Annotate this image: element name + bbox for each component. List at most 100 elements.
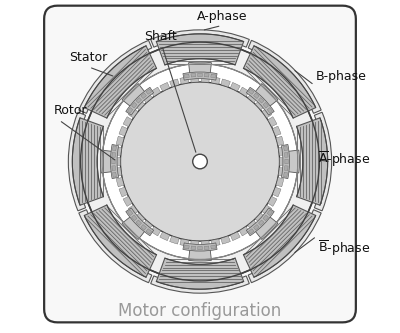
Wedge shape bbox=[284, 146, 288, 151]
Wedge shape bbox=[267, 210, 272, 215]
Wedge shape bbox=[267, 108, 272, 113]
Wedge shape bbox=[211, 77, 220, 84]
Wedge shape bbox=[128, 205, 138, 215]
Wedge shape bbox=[122, 84, 147, 108]
FancyBboxPatch shape bbox=[44, 6, 356, 322]
Wedge shape bbox=[278, 147, 285, 156]
Wedge shape bbox=[128, 108, 133, 113]
Wedge shape bbox=[132, 215, 137, 221]
Wedge shape bbox=[180, 77, 189, 84]
Wedge shape bbox=[122, 215, 147, 239]
Circle shape bbox=[81, 42, 319, 281]
Wedge shape bbox=[221, 236, 230, 244]
Wedge shape bbox=[123, 196, 132, 206]
Wedge shape bbox=[115, 167, 122, 176]
Wedge shape bbox=[151, 276, 249, 293]
Wedge shape bbox=[284, 153, 288, 157]
Text: $\overline{\rm A}$-phase: $\overline{\rm A}$-phase bbox=[318, 150, 370, 169]
Wedge shape bbox=[79, 40, 152, 113]
Wedge shape bbox=[263, 215, 268, 221]
Wedge shape bbox=[253, 84, 278, 108]
Wedge shape bbox=[253, 215, 278, 239]
Wedge shape bbox=[239, 87, 249, 97]
Wedge shape bbox=[151, 87, 161, 97]
Wedge shape bbox=[281, 145, 290, 178]
Wedge shape bbox=[263, 102, 268, 108]
Wedge shape bbox=[141, 93, 146, 99]
Wedge shape bbox=[239, 226, 249, 236]
Wedge shape bbox=[314, 112, 332, 211]
Wedge shape bbox=[230, 83, 240, 91]
Wedge shape bbox=[188, 246, 212, 261]
Wedge shape bbox=[112, 153, 116, 157]
Wedge shape bbox=[278, 167, 285, 176]
Wedge shape bbox=[136, 98, 142, 103]
Wedge shape bbox=[248, 229, 254, 234]
Wedge shape bbox=[204, 74, 209, 77]
Wedge shape bbox=[132, 102, 137, 108]
Wedge shape bbox=[183, 243, 217, 251]
Wedge shape bbox=[190, 76, 199, 83]
Wedge shape bbox=[128, 210, 133, 215]
Wedge shape bbox=[180, 239, 189, 246]
Wedge shape bbox=[146, 89, 152, 94]
Text: A-phase: A-phase bbox=[197, 10, 248, 23]
Wedge shape bbox=[211, 74, 216, 78]
Wedge shape bbox=[272, 126, 281, 136]
Wedge shape bbox=[68, 112, 86, 211]
Wedge shape bbox=[141, 224, 146, 230]
Wedge shape bbox=[248, 40, 321, 113]
Wedge shape bbox=[296, 118, 328, 205]
Wedge shape bbox=[116, 177, 124, 187]
Wedge shape bbox=[100, 150, 115, 173]
Wedge shape bbox=[254, 93, 259, 99]
Wedge shape bbox=[268, 196, 277, 206]
Wedge shape bbox=[258, 98, 264, 103]
Wedge shape bbox=[123, 117, 132, 127]
Wedge shape bbox=[248, 210, 321, 283]
Wedge shape bbox=[248, 93, 258, 103]
Wedge shape bbox=[221, 79, 230, 87]
Text: B-phase: B-phase bbox=[316, 70, 366, 83]
Wedge shape bbox=[285, 150, 300, 173]
Wedge shape bbox=[285, 159, 288, 164]
Wedge shape bbox=[156, 258, 244, 289]
Wedge shape bbox=[284, 166, 288, 170]
Wedge shape bbox=[272, 187, 281, 197]
Wedge shape bbox=[142, 220, 152, 230]
Wedge shape bbox=[211, 239, 220, 246]
Wedge shape bbox=[151, 226, 161, 236]
Wedge shape bbox=[276, 136, 284, 146]
Circle shape bbox=[193, 154, 207, 169]
Wedge shape bbox=[201, 241, 210, 247]
Text: Motor configuration: Motor configuration bbox=[118, 302, 282, 320]
Wedge shape bbox=[119, 126, 128, 136]
Wedge shape bbox=[135, 213, 145, 223]
Wedge shape bbox=[151, 30, 249, 47]
Wedge shape bbox=[190, 241, 199, 247]
Wedge shape bbox=[126, 208, 154, 236]
Wedge shape bbox=[276, 177, 284, 187]
Wedge shape bbox=[135, 100, 145, 110]
Wedge shape bbox=[284, 172, 288, 177]
Wedge shape bbox=[170, 79, 179, 87]
Wedge shape bbox=[280, 158, 286, 166]
Wedge shape bbox=[115, 147, 122, 156]
Wedge shape bbox=[110, 145, 119, 178]
Wedge shape bbox=[183, 72, 217, 80]
Wedge shape bbox=[119, 187, 128, 197]
Wedge shape bbox=[255, 100, 265, 110]
Wedge shape bbox=[191, 74, 196, 77]
Wedge shape bbox=[191, 246, 196, 250]
Wedge shape bbox=[254, 224, 259, 230]
Wedge shape bbox=[126, 87, 154, 115]
Wedge shape bbox=[248, 89, 254, 94]
Circle shape bbox=[102, 64, 298, 259]
Text: Stator: Stator bbox=[69, 51, 107, 64]
Circle shape bbox=[120, 82, 280, 241]
Wedge shape bbox=[84, 205, 156, 277]
Text: Rotor: Rotor bbox=[54, 105, 88, 118]
Wedge shape bbox=[211, 245, 216, 249]
Wedge shape bbox=[156, 34, 244, 65]
Wedge shape bbox=[114, 158, 120, 166]
